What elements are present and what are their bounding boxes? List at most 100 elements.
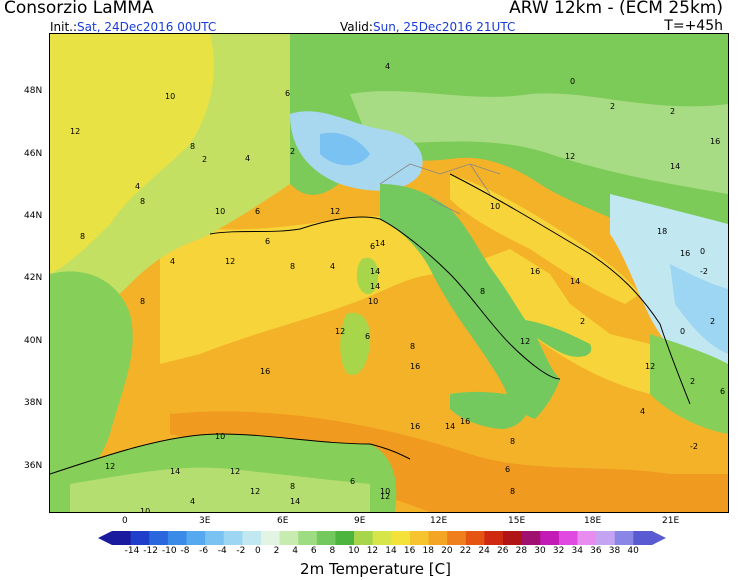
temperature-value-label: 16 <box>410 422 420 431</box>
temperature-value-label: 8 <box>140 197 145 206</box>
temperature-value-label: 6 <box>350 477 355 486</box>
temperature-value-label: 14 <box>670 162 680 171</box>
colorbar-segment <box>503 531 523 545</box>
temperature-value-label: 8 <box>80 232 85 241</box>
init-time: Init.:Sat, 24Dec2016 00UTC <box>50 20 216 34</box>
temperature-value-label: 8 <box>290 482 295 491</box>
colorbar-segment <box>335 531 355 545</box>
temperature-value-label: 6 <box>505 465 510 474</box>
temperature-value-label: -2 <box>700 267 708 276</box>
lat-label-38n: 38N <box>24 398 43 408</box>
init-label: Init.: <box>50 20 78 34</box>
temperature-value-label: 16 <box>410 362 420 371</box>
temperature-value-label: 12 <box>520 337 530 346</box>
lat-label-48n: 48N <box>24 86 43 96</box>
temperature-value-label: 4 <box>190 497 195 506</box>
colorbar-tick-label: 12 <box>366 546 379 556</box>
lat-label-40n: 40N <box>24 336 43 346</box>
colorbar-tick-label: 28 <box>515 546 528 556</box>
temperature-value-label: 6 <box>720 387 725 396</box>
temperature-value-label: 6 <box>255 207 260 216</box>
land-light-band <box>350 91 728 194</box>
land-atlantic-warm <box>50 34 214 274</box>
lat-label-36n: 36N <box>24 461 43 471</box>
colorbar-title: 2m Temperature [C] <box>300 560 451 578</box>
temperature-value-label: 16 <box>460 417 470 426</box>
sicily <box>450 391 530 429</box>
model-label: ARW 12km - (ECM 25km) <box>509 0 723 18</box>
temperature-value-label: 14 <box>290 497 300 506</box>
temperature-map[interactable]: 4 10 6 8 2 4 2 4 12 8 10 6 8 4 6 8 12 4 6 12 14 14 14 10 8 12 16 6 8… <box>49 33 729 513</box>
temperature-value-label: 4 <box>170 257 175 266</box>
lon-label-3e: 3E <box>199 516 211 526</box>
lon-label-6e: 6E <box>277 516 289 526</box>
temperature-value-label: 4 <box>640 407 645 416</box>
colorbar-tick-label: 16 <box>403 546 416 556</box>
colorbar-segment <box>633 531 653 545</box>
valid-label: Valid: <box>340 20 373 34</box>
colorbar-segment <box>428 531 448 545</box>
colorbar-tick-label: 2 <box>273 546 280 556</box>
temperature-value-label: 12 <box>565 152 575 161</box>
temperature-value-label: 18 <box>657 227 667 236</box>
forecast-step: T=+45h <box>664 18 723 34</box>
valid-value: Sun, 25Dec2016 21UTC <box>372 20 516 34</box>
land-iberia <box>50 271 133 494</box>
colorbar-segment <box>484 531 504 545</box>
colorbar-segment <box>596 531 616 545</box>
temperature-value-label: 14 <box>370 267 380 276</box>
temperature-value-label: 12 <box>230 467 240 476</box>
lon-label-12e: 12E <box>430 516 448 526</box>
colorbar-segment <box>372 531 392 545</box>
colorbar-tick-label: 18 <box>422 546 434 556</box>
colorbar-tick-label: 36 <box>590 546 602 556</box>
temperature-value-label: 6 <box>365 332 370 341</box>
temperature-value-label: 10 <box>490 202 500 211</box>
colorbar-tick-label: 14 <box>385 546 397 556</box>
colorbar-segment <box>447 531 467 545</box>
colorbar-tick-label: 0 <box>254 546 261 556</box>
temperature-value-label: 8 <box>510 437 515 446</box>
balkans-cool <box>610 194 728 394</box>
coastline-adriatic <box>449 173 691 405</box>
temperature-value-label: 4 <box>330 262 335 271</box>
temperature-value-label: 14 <box>170 467 180 476</box>
colorbar-tick-label: -4 <box>217 546 227 556</box>
colorbar-segment <box>112 531 132 545</box>
lon-label-9e: 9E <box>354 516 366 526</box>
temperature-value-label: 10 <box>215 207 225 216</box>
colorbar-segment <box>521 531 541 545</box>
greece <box>650 334 728 434</box>
temperature-value-label: 2 <box>670 107 675 116</box>
temperature-value-label: 2 <box>710 317 715 326</box>
balkans-cold <box>670 264 728 354</box>
temperature-value-label: 12 <box>645 362 655 371</box>
temperature-value-label: 6 <box>285 89 290 98</box>
sea-cool-field <box>160 216 670 394</box>
temperature-value-label: 14 <box>445 422 455 431</box>
temperature-value-label: 6 <box>370 242 375 251</box>
colorbar-segment <box>167 531 187 545</box>
temperature-value-label: 2 <box>290 147 295 156</box>
temperature-value-label: 10 <box>140 507 150 512</box>
temperature-value-label: 12 <box>225 257 235 266</box>
lon-label-18e: 18E <box>584 516 602 526</box>
colorbar-segment <box>409 531 430 545</box>
colorbar-tick-label: 24 <box>478 546 490 556</box>
colorbar-segment <box>558 531 579 545</box>
colorbar-segment <box>260 531 281 545</box>
temperature-value-label: -2 <box>690 442 698 451</box>
temperature-value-label: 6 <box>265 237 270 246</box>
colorbar-segment <box>205 531 225 545</box>
temperature-value-label: 14 <box>375 239 385 248</box>
lon-label-15e: 15E <box>508 516 526 526</box>
colorbar-segment <box>540 531 560 545</box>
temperature-value-label: 8 <box>510 487 515 496</box>
temperature-value-label: 16 <box>680 249 690 258</box>
temperature-value-label: 8 <box>410 342 415 351</box>
adriatic-field <box>450 174 640 304</box>
temperature-value-label: 10 <box>215 432 225 441</box>
temperature-value-label: 12 <box>380 492 390 501</box>
colorbar-segment <box>223 531 243 545</box>
